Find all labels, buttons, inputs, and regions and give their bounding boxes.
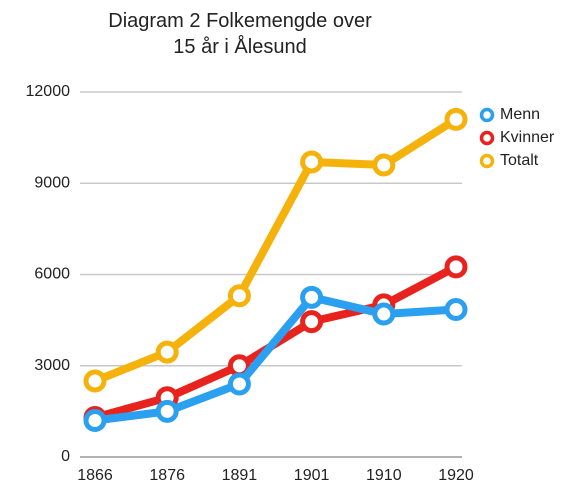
data-point <box>300 150 324 174</box>
legend-label: Totalt <box>500 152 539 169</box>
data-point <box>155 340 179 364</box>
data-point <box>83 369 107 393</box>
data-point <box>227 372 251 396</box>
x-tick-label: 1920 <box>438 467 474 484</box>
data-point <box>444 255 468 279</box>
series-line <box>91 115 460 385</box>
y-tick-label: 0 <box>61 448 70 465</box>
legend-marker <box>479 153 495 169</box>
legend-label: Menn <box>500 106 540 123</box>
data-point <box>444 107 468 131</box>
y-tick-label: 12000 <box>26 83 71 100</box>
x-tick-label: 1876 <box>149 467 185 484</box>
x-tick-label: 1866 <box>77 467 113 484</box>
legend-marker <box>479 130 495 146</box>
data-point <box>300 285 324 309</box>
data-point <box>83 409 107 432</box>
legend-label: Kvinner <box>500 129 555 146</box>
data-point <box>300 310 324 334</box>
y-tick-label: 9000 <box>34 174 70 191</box>
data-point <box>227 284 251 308</box>
data-point <box>444 297 468 321</box>
y-tick-label: 6000 <box>34 266 70 283</box>
data-point <box>372 153 396 177</box>
data-point <box>372 302 396 326</box>
x-tick-label: 1910 <box>366 467 402 484</box>
series-line <box>91 293 460 425</box>
chart-title: Diagram 2 Folkemengde over 15 år i Ålesu… <box>108 10 372 58</box>
x-tick-label: 1901 <box>294 467 330 484</box>
legend-marker <box>479 107 495 123</box>
y-tick-label: 3000 <box>34 357 70 374</box>
x-tick-label: 1891 <box>222 467 258 484</box>
data-point <box>155 399 179 423</box>
